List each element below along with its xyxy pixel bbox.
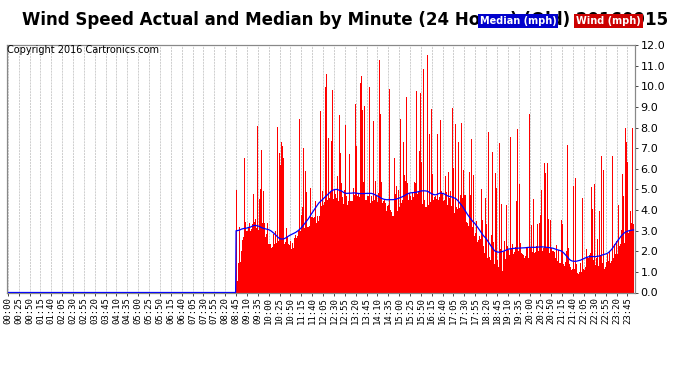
- Text: Median (mph): Median (mph): [480, 16, 556, 26]
- Text: Wind Speed Actual and Median by Minute (24 Hours) (Old) 20160915: Wind Speed Actual and Median by Minute (…: [22, 11, 668, 29]
- Text: Wind (mph): Wind (mph): [576, 16, 641, 26]
- Text: Copyright 2016 Cartronics.com: Copyright 2016 Cartronics.com: [7, 45, 159, 55]
